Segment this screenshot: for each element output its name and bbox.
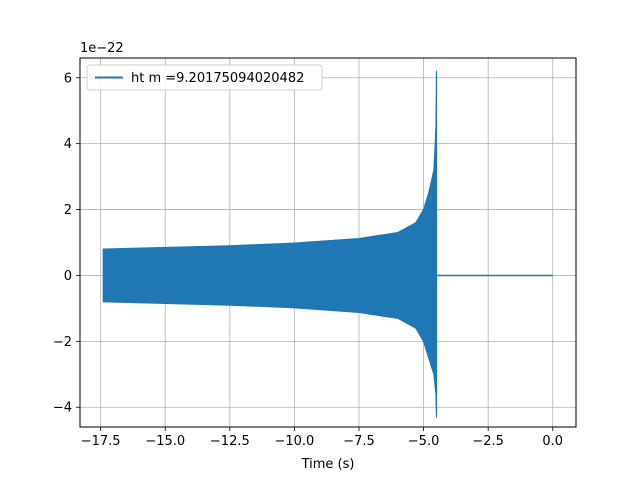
- plot-frame: [79, 57, 577, 428]
- x-tick-label: −2.5: [472, 434, 504, 449]
- y-tick-label: 4: [64, 137, 72, 152]
- y-tick-label: 2: [64, 203, 72, 218]
- legend-label: ht m =9.20175094020482: [131, 71, 304, 86]
- x-tick-label: −7.5: [343, 434, 375, 449]
- series-layer: [102, 70, 553, 418]
- x-tick-label: −12.5: [210, 434, 250, 449]
- x-tick-label: 0.0: [542, 434, 563, 449]
- y-tick-label: 0: [64, 269, 72, 284]
- legend: ht m =9.20175094020482: [86, 64, 323, 91]
- legend-box: [86, 64, 323, 91]
- y-tick-label: −4: [53, 401, 72, 416]
- x-tick-label: −15.0: [145, 434, 185, 449]
- waveform-oscillation-band: [102, 70, 438, 418]
- x-axis-label: Time (s): [301, 457, 355, 472]
- x-tick-label: −17.5: [81, 434, 121, 449]
- x-tick-label: −5.0: [408, 434, 440, 449]
- y-tick-label: 6: [64, 71, 72, 86]
- y-offset-label: 1e−22: [80, 41, 124, 56]
- y-tick-label: −2: [53, 335, 72, 350]
- axis-ticks: −17.5 −15.0 −12.5 −10.0 −7.5 −5.0 −2.5 0.0 −4 −2 0…: [53, 71, 563, 449]
- x-tick-label: −10.0: [274, 434, 314, 449]
